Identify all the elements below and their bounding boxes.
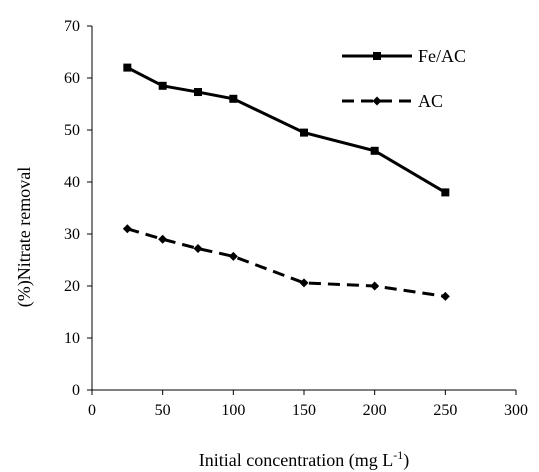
y-tick-label: 40 (64, 174, 80, 191)
x-tick-label: 50 (155, 402, 171, 419)
x-tick-label: 100 (221, 402, 245, 419)
legend-marker (372, 96, 382, 106)
series-0 (123, 63, 450, 197)
legend-label: Fe/AC (418, 46, 466, 66)
x-tick-label: 200 (363, 402, 387, 419)
data-point (194, 88, 202, 97)
data-point (441, 188, 450, 197)
y-tick-label: 10 (64, 330, 80, 347)
data-point (370, 146, 379, 155)
series-line (126, 227, 446, 298)
legend-marker (373, 52, 381, 60)
data-point (440, 291, 450, 301)
y-tick-label: 30 (64, 226, 80, 243)
y-tick-label: 70 (64, 18, 80, 35)
x-axis-ticks: 0 50 100 150 200 250 300 (88, 390, 528, 419)
data-point (229, 94, 238, 103)
y-tick-label: 50 (64, 122, 80, 139)
y-axis-ticks: 0 10 20 30 40 50 60 70 (64, 18, 92, 399)
data-point (158, 81, 167, 90)
series-line (126, 66, 447, 194)
y-tick-label: 0 (72, 382, 80, 399)
x-axis-title-superscript: -1 (393, 448, 403, 462)
x-axis-title: Initial concentration (mg L-1) (199, 448, 409, 471)
y-axis-title: (%)Nitrate removal (14, 167, 35, 307)
x-tick-label: 250 (433, 402, 457, 419)
x-axis-title-close: ) (403, 450, 409, 471)
data-point (300, 128, 308, 137)
data-point (228, 251, 238, 261)
data-point (193, 244, 203, 254)
data-point (122, 224, 132, 234)
x-axis-title-main: Initial concentration (mg L (199, 450, 393, 471)
series-1 (122, 224, 450, 301)
legend: Fe/AC AC (342, 46, 466, 111)
data-point (158, 234, 168, 244)
data-point (299, 278, 309, 288)
x-tick-label: 150 (292, 402, 316, 419)
data-point (370, 281, 380, 291)
y-tick-label: 20 (64, 278, 80, 295)
x-tick-label: 300 (504, 402, 528, 419)
y-tick-label: 60 (64, 70, 80, 87)
data-point (123, 63, 132, 72)
series-layer (122, 63, 450, 301)
legend-label: AC (418, 91, 443, 111)
x-tick-label: 0 (88, 402, 96, 419)
